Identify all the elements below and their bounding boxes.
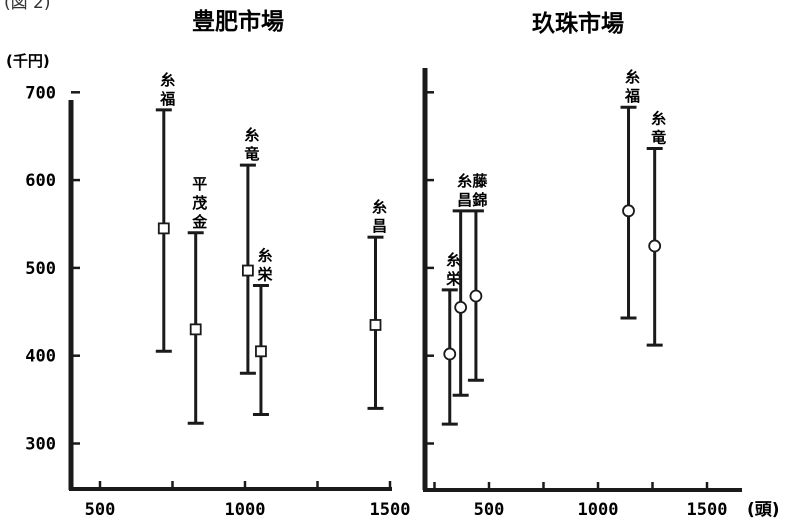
- point-label: 糸栄: [256, 246, 273, 283]
- left-y-tick-label: 700: [25, 83, 56, 103]
- mean-marker: [648, 239, 662, 253]
- point-label: 糸竜: [244, 126, 259, 163]
- right-data-point: 糸栄: [441, 251, 462, 426]
- mean-marker: [443, 347, 457, 361]
- mean-marker: [369, 319, 382, 331]
- left-x-tick-label: 1500: [370, 500, 411, 520]
- left-chart-title: 豊肥市場: [192, 8, 284, 35]
- left-x-tick-label: 1000: [225, 500, 266, 520]
- right-x-axis-label: (頭): [747, 500, 780, 520]
- right-data-point: 糸昌: [452, 172, 472, 397]
- point-label: 糸福: [624, 68, 640, 105]
- right-data-point: 糸竜: [646, 109, 666, 347]
- left-data-point: 糸昌: [367, 198, 387, 410]
- right-x-tick-label: 1500: [687, 500, 728, 520]
- left-y-tick-label: 600: [25, 171, 56, 191]
- point-label: 糸福: [159, 71, 175, 108]
- mean-marker: [241, 264, 254, 277]
- right-data-point: 藤錦: [467, 172, 488, 382]
- point-label: 平茂金: [191, 175, 208, 231]
- left-y-tick-label: 300: [25, 435, 56, 455]
- left-data-point: 糸竜: [239, 126, 259, 375]
- point-label: 糸昌: [457, 172, 472, 209]
- right-data-point: 糸福: [620, 68, 640, 320]
- mean-marker: [454, 301, 468, 314]
- left-x-tick-label: 500: [85, 500, 116, 520]
- right-x-tick-label: 500: [474, 500, 505, 520]
- left-chart: 豊肥市場 (千円) 300 400 500 600 700 500 1000 1500 糸福…: [6, 8, 410, 520]
- mean-marker: [469, 289, 483, 303]
- mean-marker: [189, 323, 202, 336]
- left-data-point: 糸福: [155, 71, 175, 353]
- mean-marker: [255, 345, 267, 358]
- left-y-tick-label: 400: [25, 347, 56, 367]
- left-data-point: 糸栄: [252, 246, 273, 417]
- point-label: 糸昌: [372, 198, 387, 235]
- right-x-tick-label: 1000: [578, 500, 619, 520]
- left-data-point: 平茂金: [187, 175, 208, 425]
- left-y-axis-label: (千円): [6, 52, 50, 70]
- mean-marker: [622, 204, 635, 218]
- right-chart-title: 玖珠市場: [532, 10, 624, 37]
- left-y-tick-label: 500: [25, 259, 56, 279]
- figure-label: (図 2): [4, 0, 50, 13]
- mean-marker: [157, 222, 170, 235]
- point-label: 糸竜: [651, 109, 666, 146]
- point-label: 藤錦: [471, 172, 488, 209]
- point-label: 糸栄: [445, 251, 462, 288]
